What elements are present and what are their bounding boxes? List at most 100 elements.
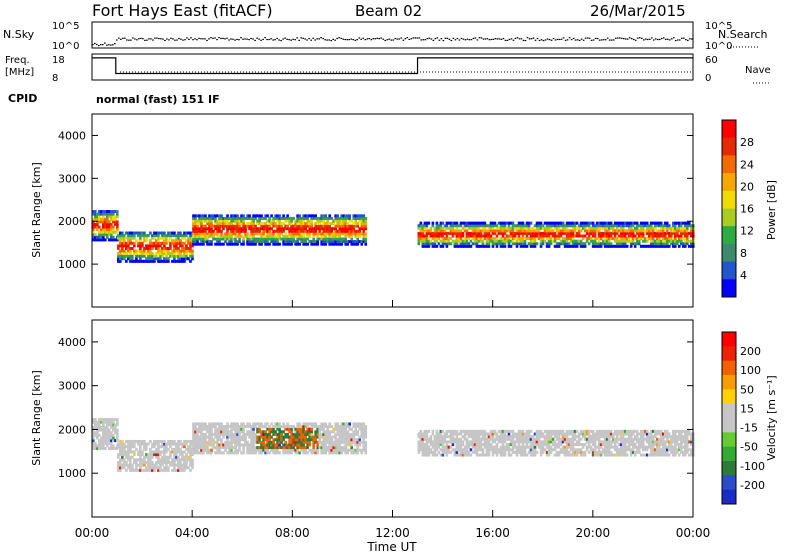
power-echo-cell bbox=[659, 229, 663, 233]
velocity-echo-cell bbox=[565, 450, 569, 454]
power-echo-cell bbox=[479, 244, 483, 248]
power-echo-cell bbox=[453, 221, 457, 225]
power-echo-cell bbox=[475, 237, 479, 241]
frequency-panel: Freq. [MHz] 18 8 60 0 Nave bbox=[5, 53, 771, 84]
velocity-echo-cell bbox=[244, 435, 247, 439]
power-echo-cell bbox=[181, 257, 184, 261]
velocity-echo-cell bbox=[173, 468, 176, 472]
velocity-echo-cell bbox=[204, 432, 207, 436]
power-echo-cell bbox=[208, 222, 211, 226]
noise-point bbox=[568, 37, 571, 39]
power-echo-cell bbox=[629, 221, 633, 225]
noise-point bbox=[350, 38, 353, 40]
velocity-echo-cell bbox=[320, 440, 323, 444]
noise-point bbox=[334, 39, 337, 41]
power-echo-cell bbox=[336, 234, 340, 238]
noise-point bbox=[488, 39, 491, 41]
velocity-echo-cell bbox=[356, 422, 360, 426]
power-echo-cell bbox=[473, 226, 477, 230]
velocity-echo-cell bbox=[463, 453, 467, 457]
power-echo-cell bbox=[673, 224, 677, 228]
power-echo-cell bbox=[364, 219, 368, 223]
velocity-echo-cell bbox=[350, 427, 354, 431]
power-echo-cell bbox=[139, 254, 142, 258]
power-echo-cell bbox=[571, 221, 575, 225]
velocity-echo-cell bbox=[417, 432, 421, 436]
velocity-echo-cell bbox=[252, 443, 255, 447]
velocity-echo-cell bbox=[613, 453, 617, 457]
power-echo-cell bbox=[102, 235, 105, 239]
velocity-echo-cell bbox=[427, 453, 431, 457]
velocity-echo-cell bbox=[137, 453, 140, 457]
power-echo-cell bbox=[429, 242, 433, 246]
power-echo-cell bbox=[282, 240, 285, 244]
velocity-echo-cell bbox=[521, 453, 525, 457]
power-echo-cell bbox=[352, 242, 356, 246]
power-echo-cell bbox=[453, 224, 457, 228]
noise-point bbox=[352, 38, 355, 41]
velocity-echo-cell bbox=[497, 448, 501, 452]
power-echo-cell bbox=[240, 234, 243, 238]
noise-point bbox=[490, 38, 493, 41]
velocity-echo-cell bbox=[167, 468, 170, 472]
power-echo-cell bbox=[238, 234, 241, 238]
velocity-echo-cell bbox=[179, 439, 182, 443]
velocity-echo-cell bbox=[106, 441, 109, 445]
velocity-echo-cell bbox=[117, 445, 120, 449]
noise-point bbox=[186, 37, 188, 39]
power-echo-cell bbox=[467, 234, 471, 238]
velocity-echo-cell bbox=[185, 466, 188, 470]
velocity-echo-cell bbox=[102, 423, 105, 427]
velocity-echo-cell bbox=[198, 425, 201, 429]
velocity-echo-cell bbox=[503, 437, 507, 441]
velocity-echo-cell bbox=[417, 443, 421, 447]
power-echo-cell bbox=[352, 227, 356, 231]
velocity-echo-cell bbox=[330, 438, 333, 442]
velocity-echo-cell bbox=[364, 432, 368, 436]
power-echo-cell bbox=[685, 224, 689, 228]
velocity-echo-cell bbox=[547, 445, 551, 449]
power-echo-cell bbox=[459, 237, 463, 241]
velocity-echo-cell bbox=[481, 429, 485, 433]
power-echo-cell bbox=[336, 216, 340, 220]
power-echo-cell bbox=[537, 229, 541, 233]
power-echo-cell bbox=[262, 227, 265, 231]
velocity-echo-cell bbox=[157, 447, 160, 451]
power-echo-cell bbox=[332, 222, 335, 226]
power-echo-cell bbox=[483, 221, 487, 225]
power-echo-cell bbox=[539, 239, 543, 243]
velocity-echo-cell bbox=[222, 430, 225, 434]
velocity-echo-cell bbox=[284, 451, 287, 455]
power-echo-cell bbox=[543, 239, 547, 243]
power-echo-cell bbox=[284, 224, 287, 228]
noise-point bbox=[640, 37, 643, 39]
power-echo-cell bbox=[266, 219, 269, 223]
velocity-echo-cell bbox=[196, 448, 199, 452]
power-echo-cell bbox=[163, 249, 166, 253]
velocity-echo-cell bbox=[324, 425, 327, 429]
noise-point bbox=[504, 39, 507, 41]
velocity-echo-cell bbox=[425, 445, 429, 449]
power-echo-cell bbox=[276, 214, 279, 218]
power-echo-cell bbox=[669, 234, 673, 238]
power-echo-cell bbox=[611, 229, 615, 233]
power-echo-cell bbox=[284, 227, 287, 231]
power-echo-cell bbox=[545, 231, 549, 235]
power-echo-cell bbox=[228, 227, 231, 231]
power-echo-cell bbox=[641, 229, 645, 233]
noise-point bbox=[422, 39, 425, 41]
velocity-echo-cell bbox=[439, 448, 443, 452]
power-echo-cell bbox=[296, 214, 299, 218]
power-echo-cell bbox=[173, 231, 176, 235]
power-echo-cell bbox=[252, 214, 255, 218]
power-echo-cell bbox=[208, 227, 211, 231]
power-echo-cell bbox=[248, 216, 251, 220]
power-echo-cell bbox=[131, 231, 134, 235]
velocity-echo-cell bbox=[288, 443, 291, 447]
power-echo-cell bbox=[443, 224, 447, 228]
power-echo-cell bbox=[149, 241, 152, 245]
velocity-echo-cell bbox=[487, 440, 491, 444]
velocity-echo-cell bbox=[238, 432, 241, 436]
noise-point bbox=[428, 37, 431, 39]
power-echo-cell bbox=[431, 237, 435, 241]
